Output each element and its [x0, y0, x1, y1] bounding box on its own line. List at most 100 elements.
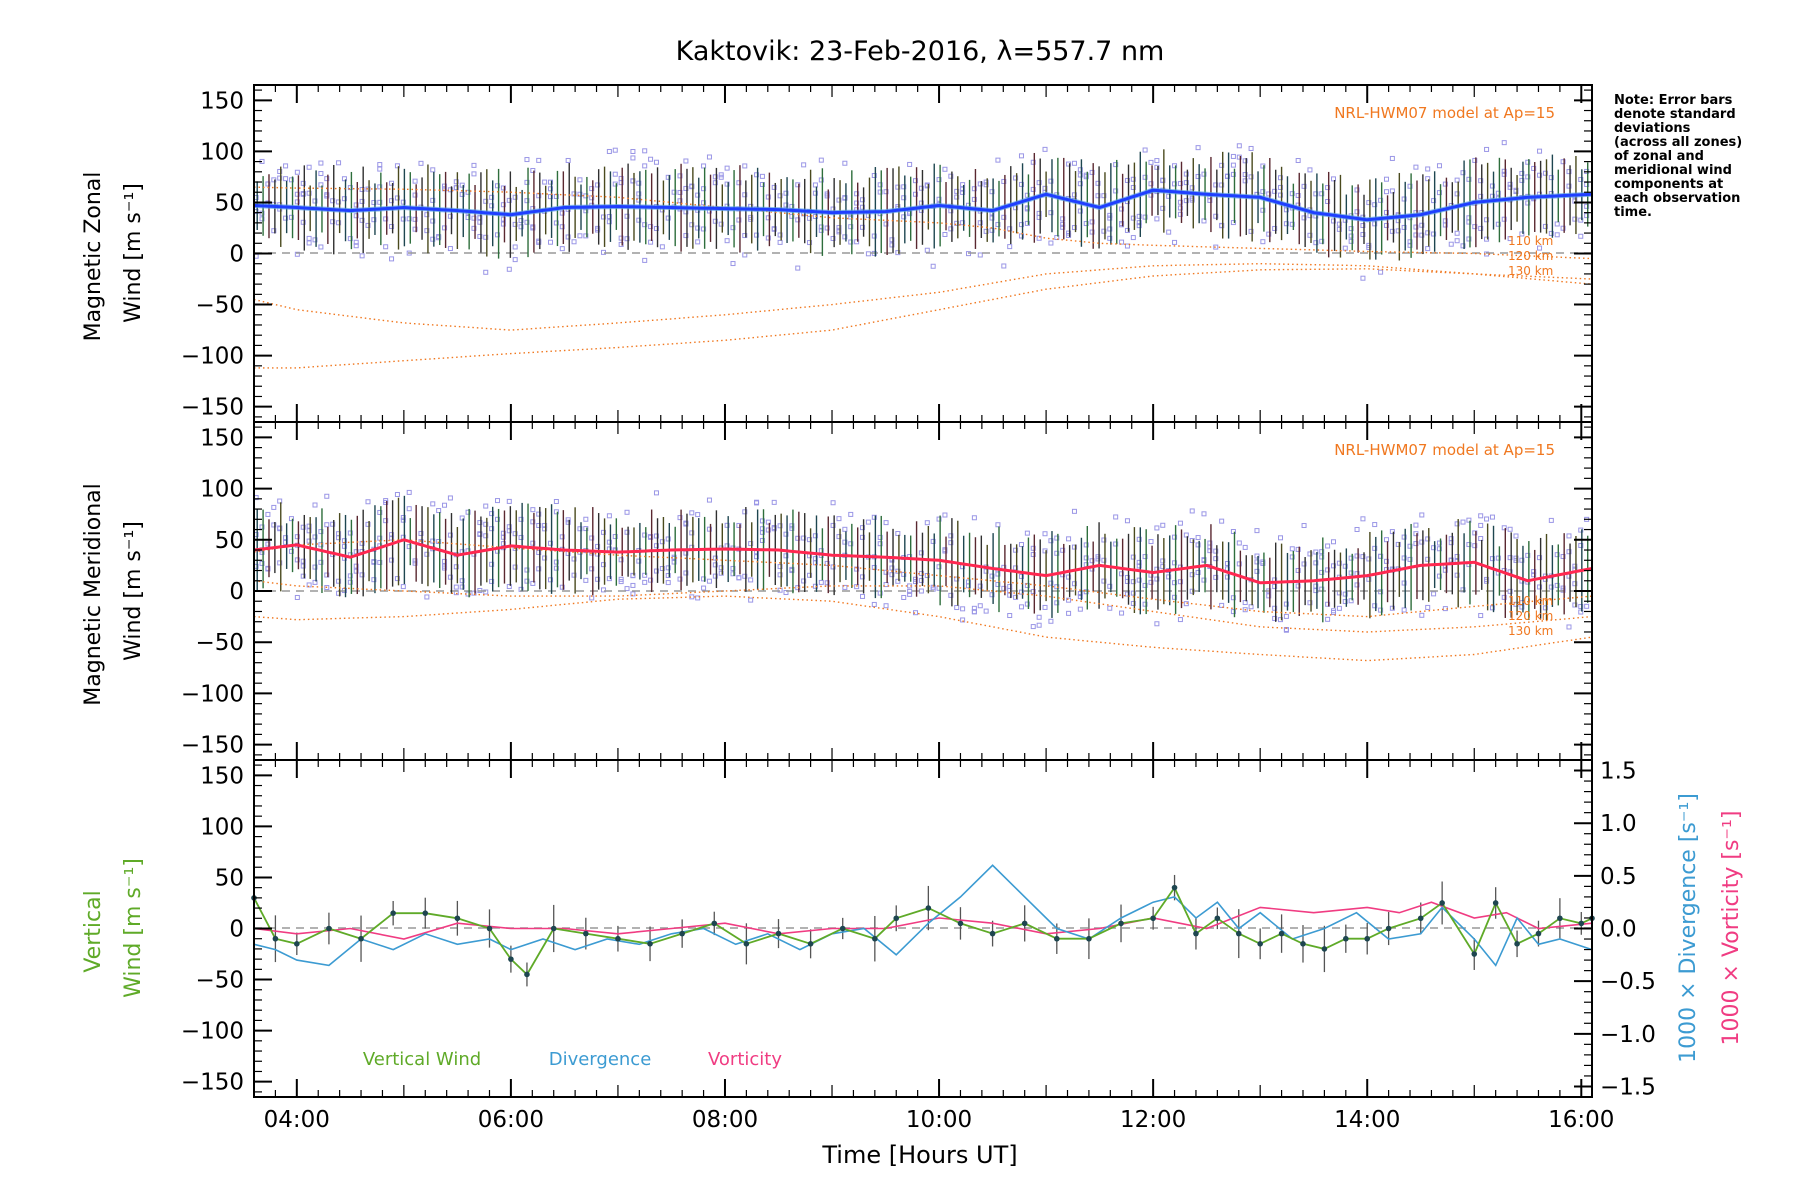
zonal-scatter-point [842, 160, 848, 166]
zonal-scatter-point [336, 160, 342, 166]
zonal-scatter-point [1172, 181, 1178, 187]
meridional-scatter-point [701, 585, 707, 591]
zonal-scatter-point [889, 242, 895, 248]
zonal-scatter-point [1001, 263, 1007, 269]
meridional-scatter-point [1130, 554, 1136, 560]
meridional-scatter-point [318, 542, 324, 548]
zonal-scatter-point [1448, 241, 1454, 247]
meridional-scatter-point [706, 526, 712, 532]
meridional-scatter-point [642, 579, 648, 585]
zonal-scatter-point [1242, 178, 1248, 184]
legend-vertical-wind: Vertical Wind [363, 1049, 481, 1070]
meridional-scatter-point [1213, 574, 1219, 580]
meridional-scatter-point [1071, 544, 1077, 550]
zonal-scatter-point [1172, 239, 1178, 245]
meridional-scatter-point [477, 520, 483, 526]
meridional-wind-panel: −150 −100 −50 0 50 100 150 NRL-HWM07 model at … [81, 421, 1593, 761]
meridional-scatter-point [1348, 555, 1354, 561]
zonal-ylabel: Magnetic Zonal Wind [m s⁻¹] [81, 165, 146, 342]
meridional-scatter-point [830, 522, 836, 528]
meridional-scatter-point [1048, 618, 1054, 624]
zonal-scatter-point [1189, 195, 1195, 201]
divergence-axis-label: 1000 × Divergence [s⁻¹] [1676, 793, 1701, 1063]
meridional-scatter-point [412, 560, 418, 566]
meridional-scatter-point [789, 523, 795, 529]
zonal-scatter-point [983, 179, 989, 185]
zonal-scatter-point [818, 227, 824, 233]
meridional-scatter-point [524, 567, 530, 573]
meridional-scatter-point [765, 527, 771, 533]
zonal-scatter-point [1030, 159, 1036, 165]
meridional-scatter-point [1195, 570, 1201, 576]
zonal-scatter-point [924, 247, 930, 253]
meridional-scatter-point [1018, 542, 1024, 548]
zonal-scatter-point [989, 227, 995, 233]
zonal-scatter-point [854, 200, 860, 206]
zonal-scatter-point [548, 179, 554, 185]
meridional-scatter-point [383, 518, 389, 524]
zonal-scatter-point [742, 163, 748, 169]
zonal-scatter-point [1360, 232, 1366, 238]
meridional-scatter-point [1395, 541, 1401, 547]
zonal-scatter-point [718, 221, 724, 227]
meridional-scatter-point [1018, 589, 1024, 595]
meridional-scatter-point [836, 534, 842, 540]
meridional-scatter-point [1348, 570, 1354, 576]
meridional-scatter-point [1413, 522, 1419, 528]
zonal-scatter-point [1060, 221, 1066, 227]
zonal-scatter-point [677, 198, 683, 204]
zonal-scatter-point [913, 191, 919, 197]
meridional-scatter-point [436, 508, 442, 514]
legend-vorticity: Vorticity [708, 1049, 782, 1070]
vertical-plot-frame [253, 759, 1593, 1098]
zonal-scatter-point [589, 186, 595, 192]
zonal-scatter-point [1248, 174, 1254, 180]
vertical-wind-point [1417, 915, 1424, 922]
zonal-scatter-point [1507, 236, 1513, 242]
zonal-scatter-point [1478, 178, 1484, 184]
meridional-scatter-point [430, 501, 436, 507]
zonal-scatter-point [1130, 235, 1136, 241]
meridional-scatter-point [712, 562, 718, 568]
zonal-scatter-point [954, 220, 960, 226]
zonal-scatter-point [1566, 169, 1572, 175]
meridional-scatter-point [1136, 559, 1142, 565]
zonal-scatter-point [306, 164, 312, 170]
meridional-scatter-point [736, 522, 742, 528]
zonal-scatter-point [836, 197, 842, 203]
zonal-scatter-point [489, 194, 495, 200]
zonal-scatter-point [442, 225, 448, 231]
zonal-scatter-point [318, 160, 324, 166]
meridional-scatter-point [748, 541, 754, 547]
meridional-scatter-point [300, 524, 306, 530]
meridional-scatter-point [795, 585, 801, 591]
zonal-scatter-point [1548, 175, 1554, 181]
meridional-scatter-point [583, 526, 589, 532]
zonal-scatter-point [1501, 140, 1507, 146]
zonal-scatter-point [1089, 169, 1095, 175]
zonal-scatter-point [1501, 171, 1507, 177]
meridional-scatter-point [1325, 543, 1331, 549]
meridional-scatter-point [459, 515, 465, 521]
zonal-scatter-point [1113, 162, 1119, 168]
zonal-scatter-point [1213, 213, 1219, 219]
zonal-model-label-110: 110 km [1508, 234, 1553, 248]
zonal-scatter-point [1260, 163, 1266, 169]
zonal-scatter-point [736, 180, 742, 186]
zonal-scatter-point [1024, 192, 1030, 198]
meridional-scatter-point [1431, 545, 1437, 551]
meridional-scatter-point [1313, 560, 1319, 566]
zonal-scatter-point [701, 226, 707, 232]
zonal-scatter-point [583, 233, 589, 239]
meridional-scatter-point [1336, 560, 1342, 566]
zonal-scatter-point [1495, 221, 1501, 227]
zonal-scatter-point [530, 167, 536, 173]
zonal-scatter-point [406, 216, 412, 222]
meridional-scatter-point [536, 511, 542, 517]
vertical-wind-point [1343, 935, 1349, 942]
meridional-scatter-point [530, 540, 536, 546]
zonal-scatter-point [618, 241, 624, 247]
meridional-scatter-point [1425, 536, 1431, 542]
meridional-scatter-point [1283, 601, 1289, 607]
zonal-scatter-point [777, 232, 783, 238]
